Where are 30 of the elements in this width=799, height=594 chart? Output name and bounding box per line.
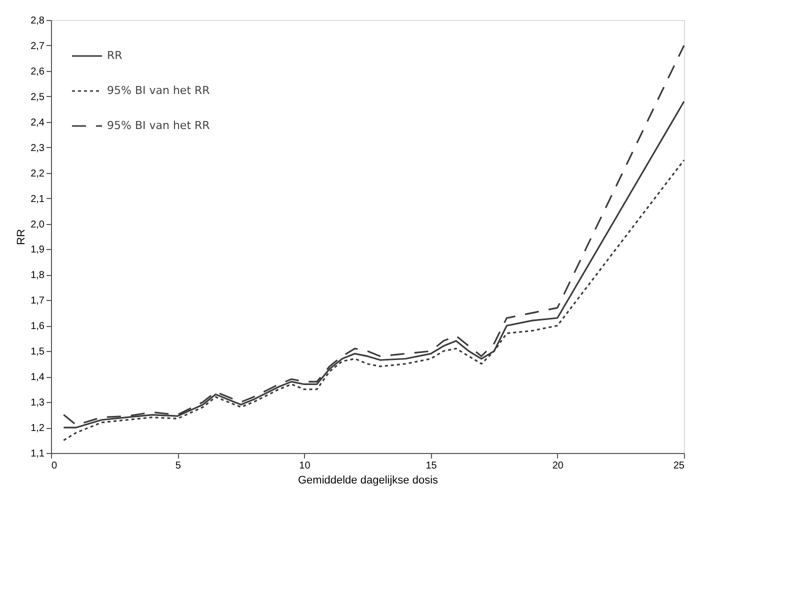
y-tick-label: 2,1 xyxy=(30,194,45,205)
y-tick-label: 1,7 xyxy=(30,296,45,307)
x-tick-label: 5 xyxy=(175,460,182,472)
line-series xyxy=(62,44,685,426)
y-tick-label: 1,6 xyxy=(30,321,45,332)
y-tick-label: 2,4 xyxy=(30,117,45,128)
y-tick-label: 1,1 xyxy=(30,448,45,460)
x-tick-label: 15 xyxy=(426,460,438,472)
y-tick-label: 2,2 xyxy=(30,168,45,180)
x-tick-label: 25 xyxy=(673,460,685,472)
y-axis-title: RR xyxy=(16,229,28,245)
y-tick-label: 1,5 xyxy=(30,346,45,358)
x-tick-label: 0 xyxy=(52,460,58,472)
y-tick-label: 2,5 xyxy=(30,92,45,103)
x-axis-title: Gemiddelde dagelijkse dosis xyxy=(298,474,439,486)
y-tick-label: 2,7 xyxy=(30,40,45,52)
y-tick-label: 1,2 xyxy=(30,423,45,434)
legend-label: RR xyxy=(107,49,123,62)
y-tick-label: 2,8 xyxy=(30,16,45,26)
y-tick-label: 1,8 xyxy=(30,270,45,282)
legend-label: 95% BI van het RR xyxy=(107,84,210,97)
x-tick-label: 20 xyxy=(552,460,564,472)
x-tick-label: 10 xyxy=(299,460,311,472)
y-tick-label: 2,0 xyxy=(30,219,45,230)
y-tick-label: 1,9 xyxy=(30,244,45,256)
y-tick-label: 2,6 xyxy=(30,66,45,78)
y-tick-label: 1,4 xyxy=(30,372,45,384)
y-tick-label: 2,3 xyxy=(30,142,45,154)
y-tick-label: 1,3 xyxy=(30,398,45,409)
legend-label: 95% BI van het RR xyxy=(107,119,210,132)
